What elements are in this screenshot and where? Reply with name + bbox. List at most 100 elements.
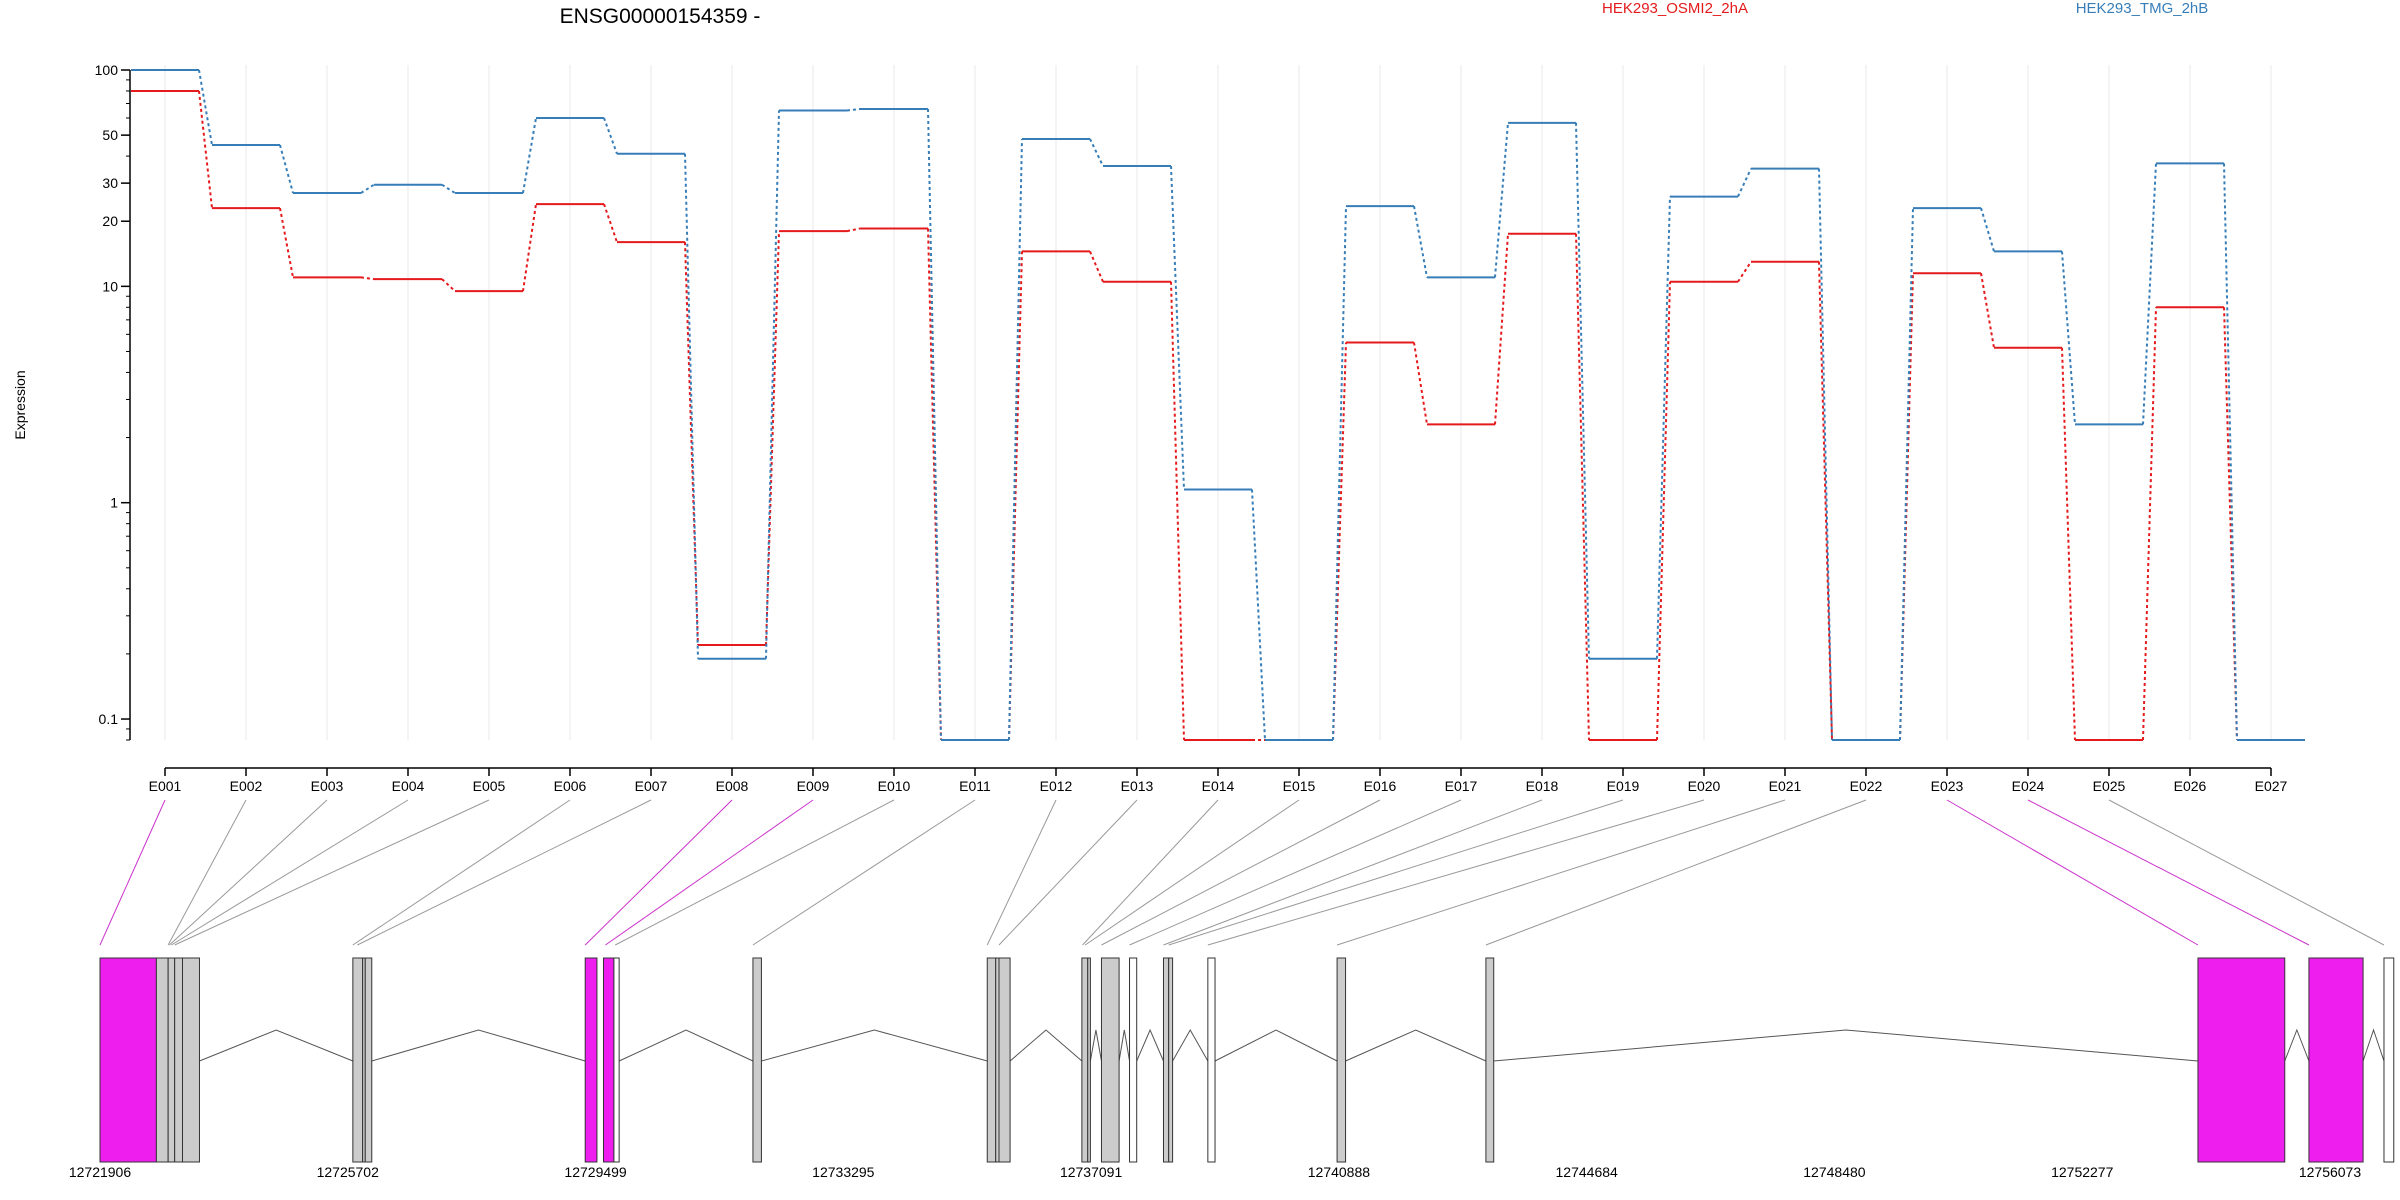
exon-connector <box>986 799 1057 946</box>
genomic-tick-label: 12748480 <box>1803 1164 1866 1180</box>
chart-title: ENSG00000154359 - <box>560 5 761 28</box>
exon-connector <box>171 799 409 946</box>
y-axis: 100 50 30 20 10 1 0.1 <box>95 62 131 741</box>
exon-connector <box>1082 799 1219 946</box>
series-connector <box>1980 273 1995 348</box>
exon-box <box>1168 957 1174 1163</box>
exon-box <box>352 957 364 1163</box>
y-tick-label: 10 <box>102 278 118 294</box>
exon-box <box>1162 957 1170 1163</box>
y-tick-label: 0.1 <box>99 711 119 727</box>
x-tick-label: E018 <box>1526 778 1559 794</box>
exon-box <box>1485 957 1495 1163</box>
genomic-tick-label: 12725702 <box>317 1164 380 1180</box>
x-tick-label: E010 <box>878 778 911 794</box>
intron-chevron <box>199 1029 354 1062</box>
series-connector <box>1413 205 1428 278</box>
series-connector <box>603 203 618 243</box>
series-connector <box>1899 208 1914 741</box>
y-tick-label: 30 <box>102 175 118 191</box>
x-tick-label: E001 <box>149 778 182 794</box>
exon-box <box>1087 957 1091 1163</box>
exon-box <box>1100 957 1120 1163</box>
series-connector <box>1089 251 1104 283</box>
gene-model <box>99 957 2395 1163</box>
exon-connector <box>1129 799 1462 946</box>
series-connector <box>1251 489 1266 741</box>
exon-connector <box>998 799 1138 946</box>
exon-box <box>155 957 169 1163</box>
y-tick-label: 1 <box>110 495 118 511</box>
x-tick-label: E020 <box>1688 778 1721 794</box>
series-connector <box>198 90 213 209</box>
exon-box <box>613 957 620 1163</box>
series-connector <box>927 228 942 741</box>
series-connector <box>1008 138 1023 741</box>
genomic-tick-label: 12721906 <box>69 1164 132 1180</box>
intron-chevron <box>1172 1028 1209 1062</box>
intron-chevron <box>1009 1029 1083 1062</box>
exon-box <box>1129 957 1138 1163</box>
series-connector <box>603 117 618 155</box>
exon-box <box>752 957 762 1163</box>
x-tick-label: E009 <box>797 778 830 794</box>
exon-connector <box>169 799 328 946</box>
series-connector <box>360 183 375 194</box>
exon-connector <box>2108 799 2385 946</box>
exon-connector <box>1485 799 1867 946</box>
exon-connector <box>1168 799 1624 946</box>
series-connector <box>1818 168 1833 741</box>
series-connector <box>1332 342 1347 741</box>
series-connector <box>279 144 294 194</box>
series-connector <box>279 207 294 278</box>
series-connector <box>927 109 942 741</box>
intron-chevron <box>1214 1029 1338 1062</box>
series-lines <box>131 69 2305 741</box>
series-connector <box>1575 233 1590 741</box>
exon-box <box>99 957 157 1163</box>
intron-chevron <box>2284 1028 2310 1062</box>
exon-box <box>602 957 615 1163</box>
series-connector <box>522 117 537 194</box>
legend-series-2: HEK293_TMG_2hB <box>2076 0 2209 17</box>
x-tick-label: E025 <box>2093 778 2126 794</box>
series-connector <box>1656 196 1671 659</box>
exon-box <box>167 957 176 1163</box>
exon-connector <box>174 799 490 946</box>
series-connector <box>198 69 213 146</box>
x-tick-label: E007 <box>635 778 668 794</box>
series-connector <box>2061 347 2076 741</box>
exon-connector <box>1163 799 1543 946</box>
y-axis-label: Expression <box>12 370 28 439</box>
x-tick-label: E006 <box>554 778 587 794</box>
exon-connector <box>752 799 976 946</box>
intron-chevron <box>761 1029 988 1062</box>
intron-chevron <box>618 1029 754 1062</box>
exon-box <box>364 957 373 1163</box>
x-tick-label: E002 <box>230 778 263 794</box>
exon-connector <box>1101 799 1381 946</box>
series-connector <box>2223 163 2238 741</box>
exon-connector <box>605 799 814 946</box>
series-connector <box>2142 163 2157 425</box>
series-connector <box>441 183 456 194</box>
series-connector <box>1575 122 1590 659</box>
genomic-tick-label: 12729499 <box>564 1164 627 1180</box>
x-tick-label: E019 <box>1607 778 1640 794</box>
exon-connector <box>1946 799 2199 946</box>
series-connector <box>1089 138 1104 167</box>
intron-chevron <box>2362 1028 2385 1062</box>
series-connector <box>765 231 780 645</box>
exon-box <box>986 957 997 1163</box>
intron-chevron <box>1136 1028 1164 1062</box>
legend-series-1: HEK293_OSMI2_2hA <box>1602 0 1748 17</box>
exon-connector <box>1207 799 1705 946</box>
y-tick-label: 50 <box>102 127 118 143</box>
exon-connector <box>614 799 895 946</box>
exon-connector <box>1084 799 1300 946</box>
series-connector <box>1332 206 1347 741</box>
series-connector <box>1170 165 1185 490</box>
series-connector <box>1494 122 1509 278</box>
series-connector <box>1413 342 1428 425</box>
